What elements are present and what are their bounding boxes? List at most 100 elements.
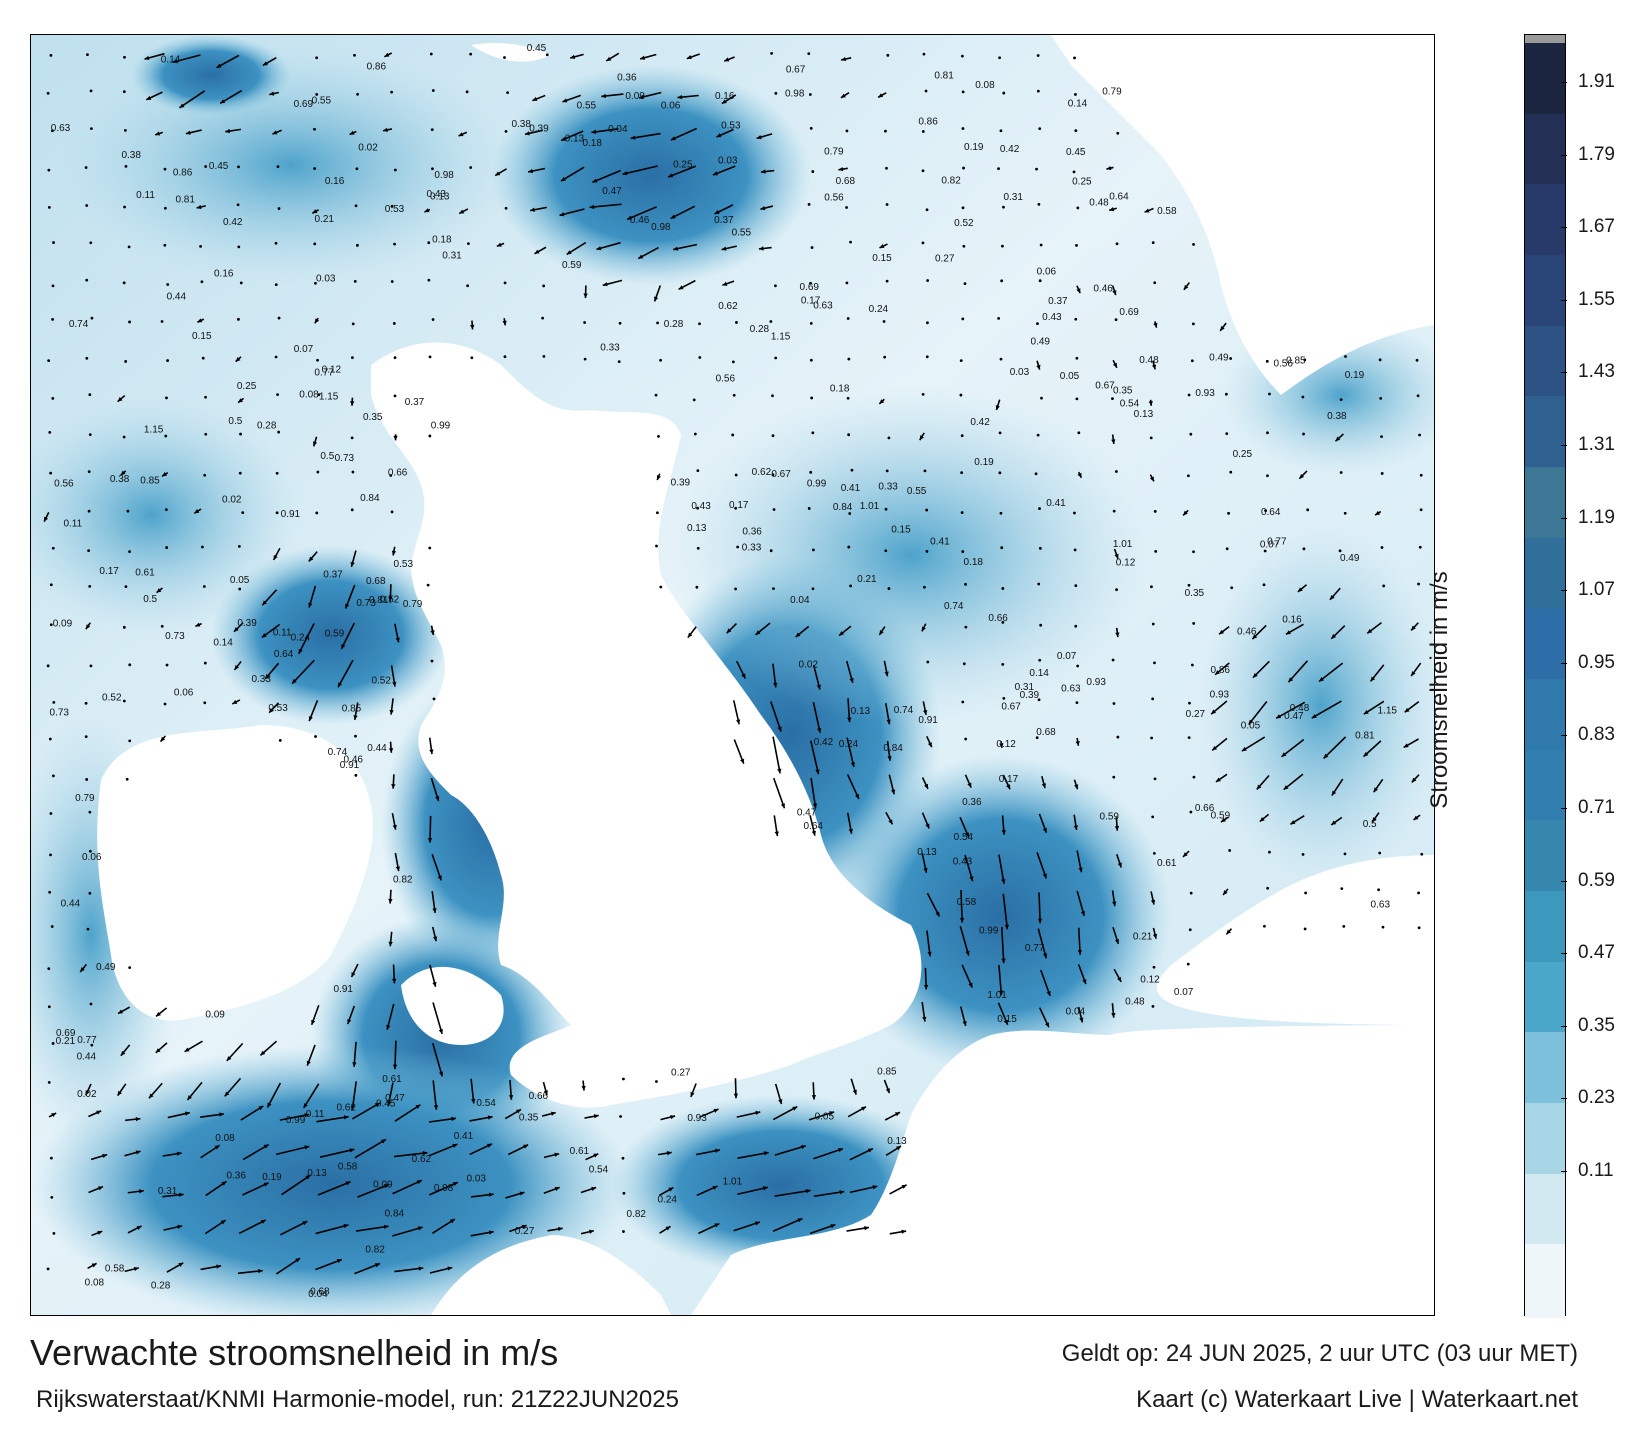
calm-point (351, 322, 355, 326)
current-arrow (926, 892, 941, 917)
speed-label: 0.19 (964, 142, 984, 153)
current-arrow (429, 1266, 453, 1274)
legend-tick-mark (1561, 1171, 1567, 1172)
current-arrow (470, 1192, 494, 1198)
current-arrow (961, 964, 973, 988)
calm-point (807, 203, 811, 206)
speed-label: 0.02 (358, 143, 378, 154)
calm-point (1111, 658, 1115, 662)
calm-point (429, 52, 433, 56)
calm-point (469, 166, 473, 169)
speed-label: 0.84 (360, 493, 380, 504)
current-arrow (1036, 852, 1048, 879)
calm-point (1112, 702, 1116, 705)
calm-point (1002, 91, 1006, 95)
calm-point (1151, 815, 1155, 819)
calm-point (1116, 735, 1120, 739)
speed-label: 0.03 (718, 155, 738, 166)
current-arrow (883, 660, 889, 677)
current-arrow (1113, 968, 1122, 983)
calm-point (1038, 279, 1042, 283)
current-arrow (1075, 737, 1080, 746)
speed-label: 0.66 (1195, 803, 1215, 814)
current-arrow (737, 1151, 769, 1159)
speed-label: 0.12 (322, 365, 342, 376)
calm-point (809, 281, 812, 285)
calm-point (963, 282, 967, 286)
calm-point (925, 208, 929, 212)
calm-point (926, 321, 929, 325)
calm-point (163, 243, 167, 247)
current-arrow (394, 1104, 421, 1122)
speed-label: 0.61 (135, 567, 155, 578)
calm-point (1303, 927, 1307, 931)
calm-point (1072, 170, 1076, 174)
calm-point (1151, 1004, 1155, 1008)
speed-label: 0.49 (96, 962, 116, 973)
legend-band (1525, 820, 1565, 894)
calm-point (659, 585, 663, 589)
current-arrow (878, 398, 885, 405)
speed-label: 0.36 (617, 72, 637, 83)
current-arrow (469, 1143, 493, 1156)
speed-label: 0.42 (970, 417, 990, 428)
current-arrow (1256, 774, 1270, 790)
calm-point (769, 320, 773, 323)
calm-point (1073, 548, 1077, 552)
calm-point (123, 205, 126, 209)
current-arrow (225, 128, 242, 134)
current-arrow (427, 815, 433, 843)
legend-tick-mark (1561, 82, 1567, 83)
calm-point (51, 317, 55, 321)
current-arrow (964, 854, 974, 882)
calm-point (87, 470, 91, 473)
current-arrow (659, 1225, 671, 1234)
calm-point (122, 90, 126, 94)
current-arrow (584, 1114, 599, 1119)
speed-label: 0.74 (69, 319, 89, 330)
legend-band (1525, 679, 1565, 753)
current-arrow (1210, 700, 1228, 715)
current-arrow (673, 243, 698, 251)
current-arrow (196, 204, 206, 210)
speed-label: 0.35 (1185, 588, 1205, 599)
calm-point (1036, 322, 1039, 326)
calm-point (350, 508, 354, 512)
calm-point (90, 1043, 94, 1047)
speed-label: 0.02 (799, 659, 819, 670)
calm-point (48, 737, 52, 741)
calm-point (926, 660, 930, 664)
current-arrow (795, 625, 810, 638)
calm-point (86, 927, 90, 931)
calm-point (923, 469, 927, 473)
calm-point (351, 356, 354, 360)
legend-tick-mark (1561, 299, 1567, 301)
calm-point (1150, 585, 1153, 589)
calm-point (203, 473, 207, 477)
current-arrow (312, 436, 318, 447)
speed-label: 0.86 (173, 167, 193, 178)
speed-label: 0.86 (367, 62, 387, 73)
calm-point (1073, 93, 1077, 96)
current-arrow (470, 1078, 476, 1104)
current-arrow (1410, 622, 1419, 631)
calm-point (692, 398, 696, 402)
current-arrow (773, 815, 779, 837)
calm-point (85, 356, 89, 360)
speed-label: 0.24 (658, 1195, 678, 1206)
speed-label: 0.62 (412, 1154, 432, 1165)
calm-point (504, 206, 508, 210)
calm-point (961, 700, 965, 704)
current-arrow (261, 589, 278, 606)
legend-band (1525, 1244, 1565, 1318)
calm-point (390, 510, 394, 514)
speed-label: 0.41 (841, 483, 861, 494)
legend-band (1525, 467, 1565, 541)
current-arrow (581, 1080, 586, 1091)
current-arrow (310, 1004, 320, 1026)
calm-point (390, 90, 394, 94)
current-arrow (470, 320, 475, 330)
calm-point (126, 509, 130, 513)
current-arrow (429, 964, 437, 987)
legend-tick-mark (1561, 662, 1567, 664)
